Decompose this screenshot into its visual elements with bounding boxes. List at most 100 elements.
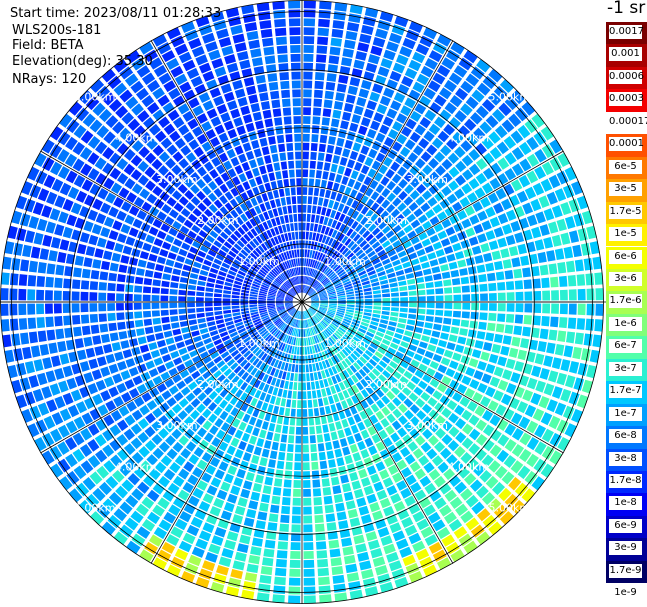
range-gate-cell (317, 310, 326, 315)
range-gate-cell (346, 463, 356, 473)
range-gate-cell (443, 468, 456, 481)
range-gate-cell (362, 338, 371, 345)
range-gate-cell (118, 187, 130, 199)
range-gate-cell (416, 183, 427, 194)
range-gate-cell (463, 248, 473, 258)
range-gate-cell (136, 328, 145, 336)
range-gate-cell (336, 243, 344, 251)
colorbar-tick-label: 1e-8 (609, 496, 642, 511)
range-gate-cell (452, 392, 463, 403)
range-gate-cell (427, 397, 438, 408)
range-gate-cell (134, 311, 143, 319)
range-gate-cell (220, 245, 230, 253)
range-gate-cell (517, 243, 528, 255)
range-gate-cell (208, 272, 217, 279)
range-gate-cell (402, 335, 412, 343)
range-gate-cell (395, 439, 406, 450)
range-gate-cell (217, 374, 226, 383)
range-gate-cell (290, 45, 301, 53)
range-gate-cell (281, 272, 288, 280)
range-gate-cell (429, 102, 442, 114)
range-gate-cell (477, 210, 488, 222)
range-gate-cell (64, 153, 78, 168)
range-gate-cell (267, 296, 276, 299)
range-gate-cell (355, 249, 364, 257)
range-gate-cell (246, 364, 255, 374)
range-gate-cell (303, 471, 311, 480)
range-gate-cell (315, 324, 321, 333)
range-gate-cell (105, 192, 117, 204)
range-gate-cell (424, 534, 438, 547)
range-gate-cell (269, 450, 278, 460)
range-gate-cell (364, 375, 373, 384)
range-gate-cell (348, 326, 357, 333)
range-gate-cell (445, 226, 456, 236)
range-gate-cell (253, 446, 262, 456)
range-gate-cell (399, 360, 409, 369)
range-gate-cell (241, 371, 249, 381)
range-gate-cell (216, 164, 226, 175)
range-gate-cell (334, 316, 342, 322)
range-gate-cell (228, 577, 242, 588)
range-gate-cell (45, 290, 53, 301)
range-gate-cell (349, 189, 358, 199)
range-gate-cell (381, 356, 391, 364)
range-gate-cell (398, 415, 408, 426)
range-gate-cell (112, 220, 123, 231)
range-gate-cell (57, 341, 67, 353)
range-gate-cell (186, 524, 200, 537)
range-gate-cell (45, 303, 53, 314)
range-gate-cell (316, 434, 324, 443)
range-gate-cell (303, 595, 316, 604)
range-gate-cell (481, 491, 496, 506)
range-gate-cell (87, 209, 99, 221)
range-gate-cell (198, 501, 211, 512)
range-gate-cell (150, 245, 161, 255)
range-gate-cell (160, 309, 169, 316)
range-gate-cell (409, 296, 417, 302)
range-gate-cell (307, 328, 311, 337)
range-gate-cell (450, 549, 465, 563)
range-gate-cell (190, 516, 203, 529)
range-gate-cell (166, 448, 178, 460)
range-gate-cell (161, 353, 172, 363)
range-gate-cell (302, 391, 307, 400)
range-gate-cell (549, 432, 562, 447)
range-gate-cell (332, 278, 340, 284)
range-gate-cell (37, 372, 48, 386)
range-gate-cell (475, 158, 488, 171)
range-gate-cell (304, 311, 307, 319)
range-gate-cell (239, 59, 251, 70)
range-gate-cell (298, 222, 302, 231)
range-gate-cell (290, 533, 301, 542)
range-gate-cell (355, 223, 363, 233)
range-gate-cell (344, 313, 353, 318)
range-gate-cell (242, 283, 251, 288)
range-gate-cell (481, 454, 494, 467)
range-gate-cell (379, 497, 391, 509)
range-gate-cell (266, 274, 274, 281)
range-gate-cell (196, 166, 207, 177)
range-gate-cell (37, 262, 47, 274)
range-gate-cell (227, 128, 238, 139)
range-gate-cell (514, 206, 525, 218)
range-gate-cell (294, 267, 298, 276)
range-gate-cell (306, 276, 310, 285)
range-gate-cell (100, 227, 111, 238)
range-gate-cell (385, 365, 395, 374)
range-gate-cell (280, 514, 290, 524)
range-gate-cell (329, 298, 337, 301)
range-gate-cell (397, 508, 410, 520)
range-gate-cell (482, 514, 497, 529)
range-gate-cell (89, 303, 98, 312)
range-gate-cell (288, 259, 293, 268)
range-gate-cell (343, 491, 354, 501)
range-gate-cell (583, 258, 593, 271)
range-gate-cell (164, 234, 175, 244)
range-gate-cell (245, 220, 253, 230)
range-gate-cell (294, 319, 298, 328)
range-gate-cell (100, 202, 111, 214)
range-gate-cell (423, 27, 438, 40)
range-gate-cell (205, 287, 214, 293)
range-gate-cell (255, 74, 266, 84)
